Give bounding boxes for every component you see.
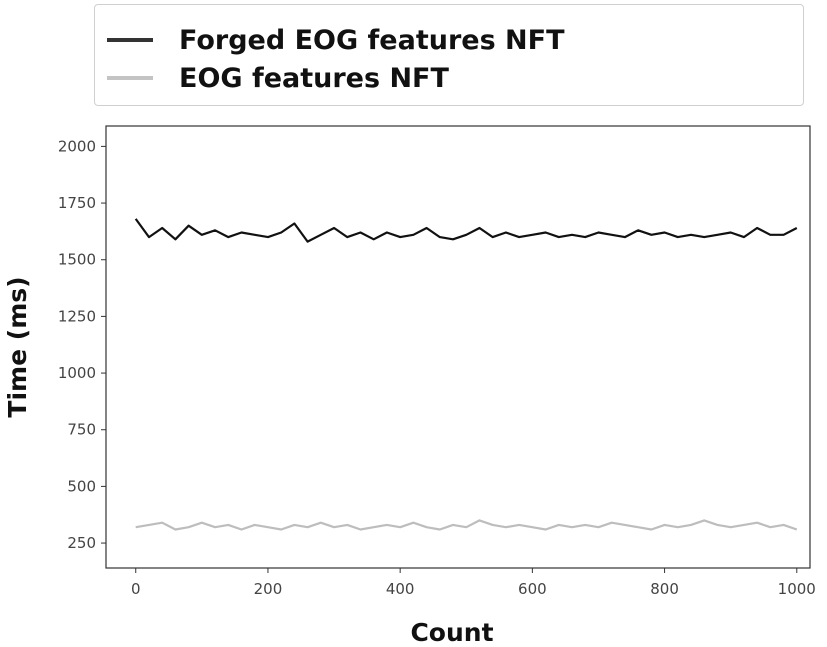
x-tick-label: 800 xyxy=(650,580,679,598)
y-tick-label: 1500 xyxy=(58,251,96,269)
y-tick-label: 1250 xyxy=(58,307,96,325)
y-ticks: 250 500 750 1000 1250 1500 1750 2000 xyxy=(58,137,106,552)
legend: Forged EOG features NFT EOG features NFT xyxy=(94,4,804,106)
y-axis-title: Time (ms) xyxy=(3,276,32,417)
y-tick-label: 750 xyxy=(67,421,96,439)
x-tick-label: 600 xyxy=(518,580,547,598)
x-axis-title: Count xyxy=(410,618,493,647)
legend-label-forged: Forged EOG features NFT xyxy=(179,24,565,56)
legend-item-forged: Forged EOG features NFT xyxy=(107,23,565,57)
x-tick-label: 200 xyxy=(254,580,283,598)
legend-swatch-forged xyxy=(107,38,153,42)
legend-swatch-eog xyxy=(107,76,153,80)
series-line-0 xyxy=(134,218,798,243)
plot-area-frame xyxy=(105,125,811,569)
x-tick-label: 400 xyxy=(386,580,415,598)
x-tick-label: 1000 xyxy=(778,580,816,598)
legend-item-eog: EOG features NFT xyxy=(107,61,449,95)
y-tick-label: 250 xyxy=(67,534,96,552)
y-tick-label: 2000 xyxy=(58,137,96,155)
y-tick-label: 1750 xyxy=(58,194,96,212)
x-tick-label: 0 xyxy=(131,580,141,598)
series-line-1 xyxy=(135,519,798,531)
y-tick-label: 1000 xyxy=(58,364,96,382)
y-tick-label: 500 xyxy=(67,477,96,495)
x-ticks: 0 200 400 600 800 1000 xyxy=(131,568,816,598)
series-layer xyxy=(134,218,798,531)
legend-label-eog: EOG features NFT xyxy=(179,62,449,94)
